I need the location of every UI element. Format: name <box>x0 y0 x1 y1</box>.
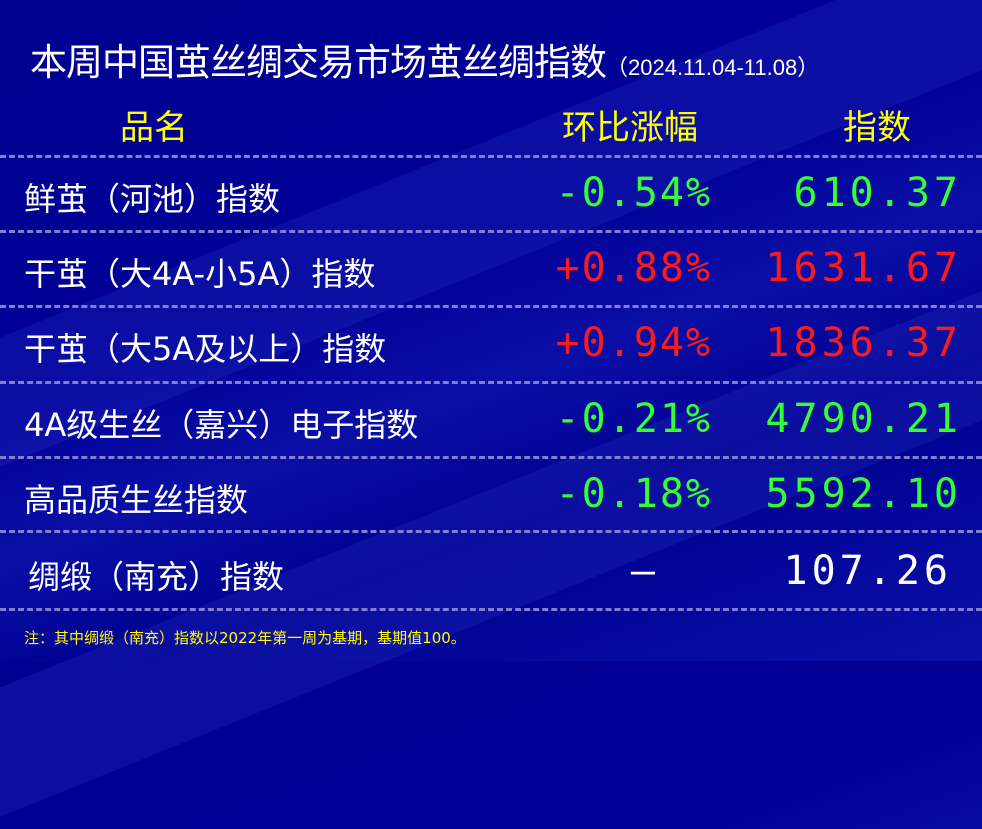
row-name: 鲜茧（河池）指数 <box>24 180 281 218</box>
header-change: 环比涨幅 <box>562 108 698 148</box>
table-row: 4A级生丝（嘉兴）电子指数 -0.21% 4790.21 <box>0 384 982 458</box>
divider <box>0 230 982 233</box>
footnote: 注：其中绸缎（南充）指数以2022年第一周为基期，基期值100。 <box>24 629 466 647</box>
row-name: 干茧（大4A-小5A）指数 <box>24 255 376 293</box>
divider <box>0 456 982 459</box>
table-row: 干茧（大5A及以上）指数 +0.94% 1836.37 <box>0 308 982 382</box>
title-text: 本周中国茧丝绸交易市场茧丝绸指数 <box>30 41 607 84</box>
row-index: 1836.37 <box>765 320 962 366</box>
table-row: 鲜茧（河池）指数 -0.54% 610.37 <box>0 158 982 232</box>
row-change: +0.88% <box>555 245 712 291</box>
row-change: +0.94% <box>555 320 712 366</box>
table-row: 干茧（大4A-小5A）指数 +0.88% 1631.67 <box>0 233 982 307</box>
header-name: 品名 <box>120 108 188 148</box>
row-index: 5592.10 <box>765 471 962 517</box>
row-index: 4790.21 <box>765 396 962 442</box>
row-change: -0.21% <box>555 396 712 442</box>
row-change: -0.18% <box>555 471 712 517</box>
row-index: 610.37 <box>793 170 962 216</box>
divider <box>0 530 982 533</box>
divider <box>0 608 982 611</box>
divider <box>0 305 982 308</box>
table-row: 高品质生丝指数 -0.18% 5592.10 <box>0 459 982 533</box>
row-change: — <box>630 548 657 594</box>
row-name: 4A级生丝（嘉兴）电子指数 <box>24 406 419 444</box>
row-name: 高品质生丝指数 <box>24 481 249 519</box>
table-row: 绸缎（南充）指数 — 107.26 <box>0 536 982 610</box>
row-index: 107.26 <box>783 548 952 594</box>
header-index: 指数 <box>843 108 911 148</box>
row-index: 1631.67 <box>765 245 962 291</box>
date-range: （2024.11.04-11.08） <box>606 55 820 80</box>
page-title: 本周中国茧丝绸交易市场茧丝绸指数（2024.11.04-11.08） <box>30 32 819 86</box>
divider <box>0 381 982 384</box>
divider <box>0 155 982 158</box>
row-change: -0.54% <box>555 170 712 216</box>
row-name: 绸缎（南充）指数 <box>28 558 285 596</box>
row-name: 干茧（大5A及以上）指数 <box>24 330 387 368</box>
